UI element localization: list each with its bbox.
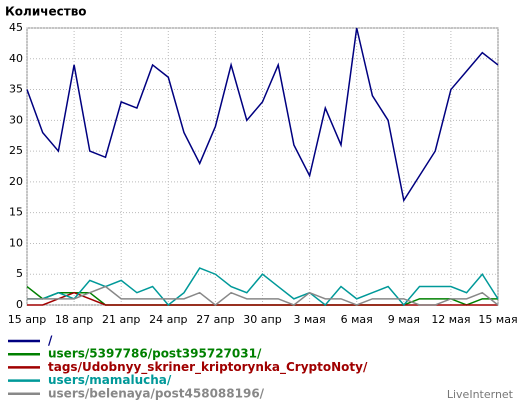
x-tick-label: 18 апр bbox=[55, 313, 93, 326]
series-line bbox=[27, 285, 499, 306]
y-tick-label: 40 bbox=[9, 52, 23, 65]
y-tick-label: 35 bbox=[9, 83, 23, 96]
x-tick-label: 24 апр bbox=[149, 313, 187, 326]
y-tick-label: 10 bbox=[9, 236, 23, 249]
x-tick-label: 27 апр bbox=[196, 313, 234, 326]
legend-label: / bbox=[48, 334, 53, 348]
y-tick-label: 5 bbox=[16, 267, 23, 280]
legend-label: users/mamalucha/ bbox=[48, 373, 172, 387]
y-tick-label: 30 bbox=[9, 113, 23, 126]
y-tick-label: 15 bbox=[9, 206, 23, 219]
x-tick-label: 15 апр bbox=[8, 313, 46, 326]
y-tick-label: 25 bbox=[9, 144, 23, 157]
x-tick-label: 15 мая bbox=[478, 313, 517, 326]
legend-label: users/belenaya/post458088196/ bbox=[48, 386, 265, 400]
x-tick-label: 3 мая bbox=[294, 313, 326, 326]
x-tick-label: 12 мая bbox=[431, 313, 470, 326]
x-tick-label: 21 апр bbox=[102, 313, 140, 326]
x-tick-label: 30 апр bbox=[243, 313, 281, 326]
x-tick-label: 9 мая bbox=[388, 313, 420, 326]
y-tick-label: 0 bbox=[16, 298, 23, 311]
series-line bbox=[26, 27, 499, 203]
chart-title: Количество bbox=[5, 5, 87, 19]
x-tick-label: 6 мая bbox=[341, 313, 373, 326]
legend-label: tags/Udobnyy_skriner_kriptorynka_CryptoN… bbox=[48, 360, 368, 375]
y-tick-label: 20 bbox=[9, 175, 23, 188]
y-tick-label: 45 bbox=[9, 21, 23, 34]
brand: LiveInternet bbox=[447, 388, 514, 401]
legend-label: users/5397786/post395727031/ bbox=[48, 347, 262, 361]
